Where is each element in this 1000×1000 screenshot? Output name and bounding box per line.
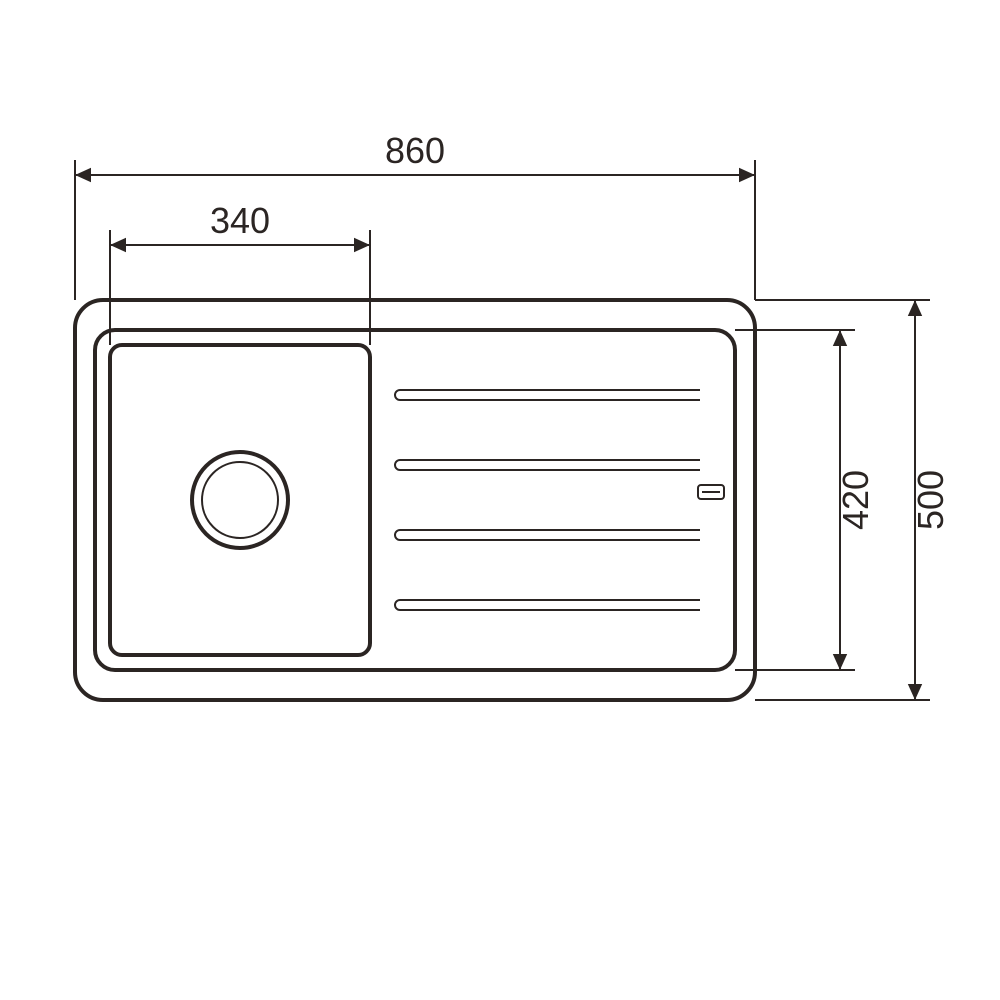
dimension-label: 340 [210, 200, 270, 241]
dimension-label: 420 [835, 470, 876, 530]
drainboard-groove [395, 460, 700, 470]
basin [110, 345, 370, 655]
dimension-label: 500 [910, 470, 951, 530]
dimension-horizontal: 860 [75, 130, 755, 300]
drainboard-groove [395, 600, 700, 610]
dimension-label: 860 [385, 130, 445, 171]
drainboard-groove [395, 530, 700, 540]
outer-rim [75, 300, 755, 700]
dimension-horizontal: 340 [110, 200, 370, 345]
drainboard-groove [395, 390, 700, 400]
sink-technical-drawing: 860 340 420 500 [0, 0, 1000, 1000]
drain-outer-circle [192, 452, 288, 548]
drain-inner-circle [202, 462, 278, 538]
sink-body [75, 300, 755, 700]
